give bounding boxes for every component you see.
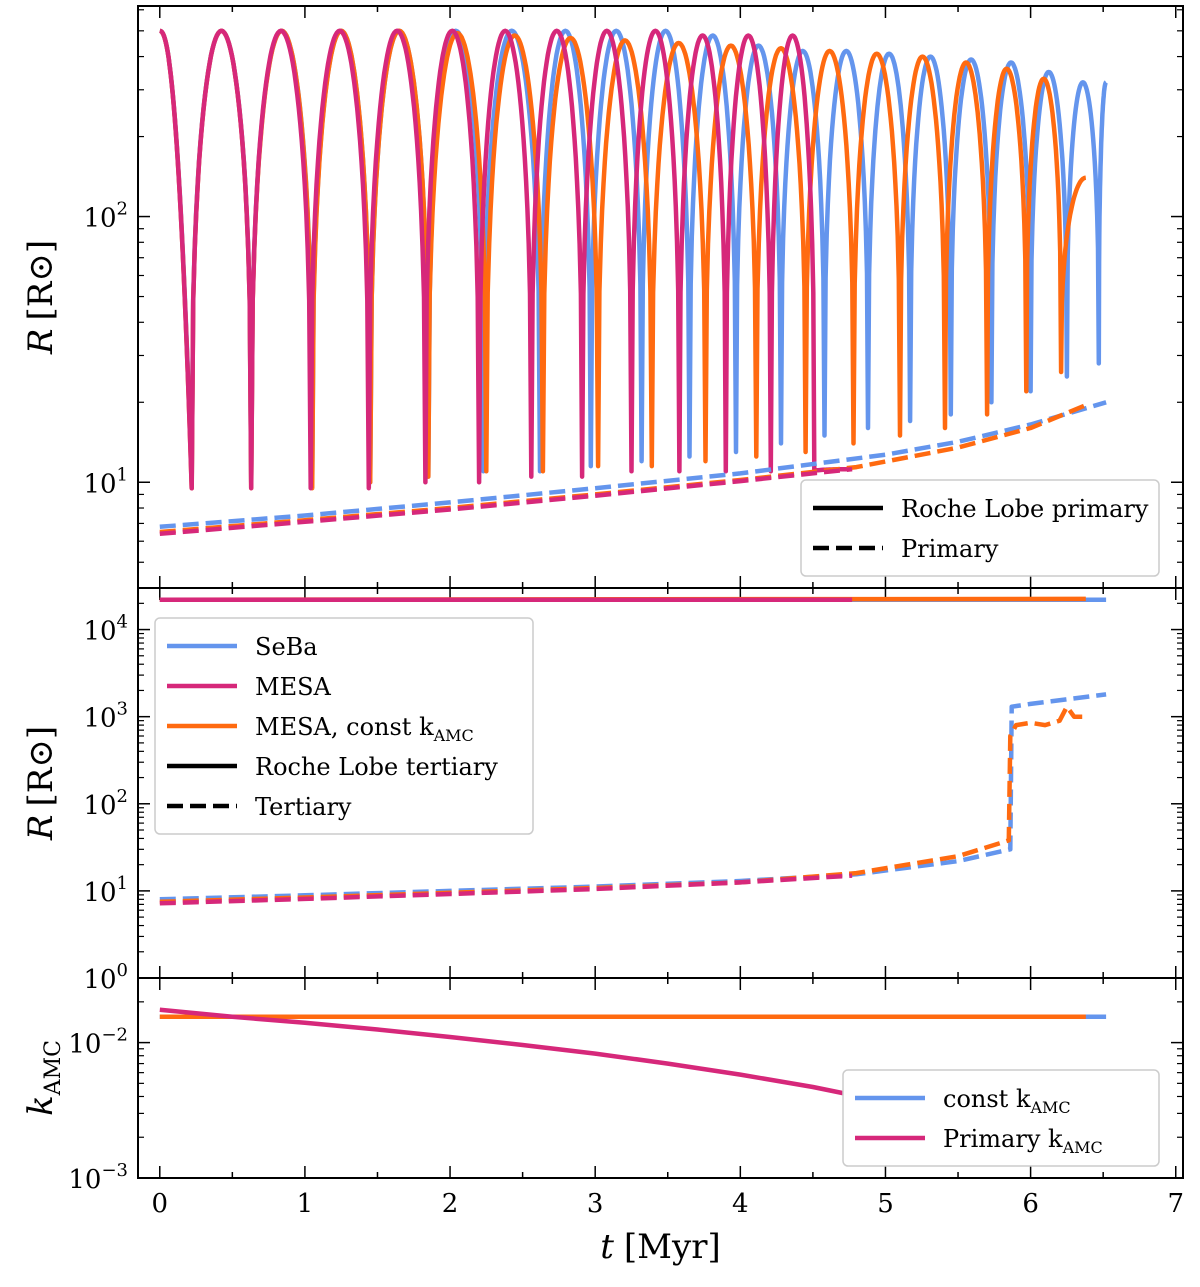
middle-legend: SeBa MESA MESA, const kAMC Roche Lobe terti… <box>154 617 534 835</box>
middle-y-tick-label: 100 <box>83 960 128 995</box>
top-legend-box <box>800 479 1160 577</box>
x-tick-label: 0 <box>151 1189 168 1219</box>
bottom-frame <box>137 977 1184 1179</box>
series-line <box>159 466 853 537</box>
x-tick-label: 6 <box>1022 1189 1039 1219</box>
x-tick-label: 5 <box>877 1189 894 1219</box>
legend-label: SeBa <box>255 633 318 661</box>
legend-label: MESA, const kAMC <box>255 713 474 745</box>
legend-label: Tertiary <box>255 793 352 821</box>
middle-series-group <box>159 596 1107 906</box>
middle-legend-box <box>154 617 534 835</box>
bottom-y-tick-label: 10−3 <box>68 1160 128 1195</box>
series-line <box>159 704 1086 905</box>
series-line <box>159 400 1107 530</box>
x-tick-labels: 0 1 2 3 4 5 6 7 <box>151 1189 1184 1219</box>
legend-label: const kAMC <box>943 1085 1071 1117</box>
bottom-legend: const kAMC Primary kAMC <box>842 1069 1160 1167</box>
x-tick-label: 4 <box>732 1189 749 1219</box>
legend-label: Roche Lobe tertiary <box>255 753 498 781</box>
x-tick-label: 3 <box>587 1189 604 1219</box>
top-y-tick-label: 101 <box>83 464 128 499</box>
legend-label: Roche Lobe primary <box>901 495 1149 523</box>
series-line <box>159 873 853 906</box>
middle-y-tick-label: 102 <box>83 786 128 821</box>
series-line <box>158 28 854 491</box>
x-tick-label: 1 <box>297 1189 314 1219</box>
bottom-series-group <box>159 1007 1107 1098</box>
x-tick-label: 7 <box>1167 1189 1184 1219</box>
top-legend: Roche Lobe primary Primary <box>800 479 1160 577</box>
legend-label: Primary kAMC <box>943 1125 1103 1157</box>
x-axis-title: t [Myr] <box>600 1227 720 1267</box>
top-x-ticks <box>159 6 1177 588</box>
legend-label: Primary <box>901 535 999 563</box>
x-tick-label: 2 <box>442 1189 459 1219</box>
bottom-y-tick-label: 10−2 <box>68 1025 128 1060</box>
panel-middle: 100 101 102 103 104 R[R⊙] SeBa MESA MESA, const … <box>21 587 1184 995</box>
top-y-tick-label: 102 <box>83 199 128 234</box>
bottom-y-axis-title: kAMC <box>21 1040 66 1116</box>
series-line <box>159 1007 853 1098</box>
middle-y-tick-label: 104 <box>83 612 128 647</box>
bottom-legend-box <box>842 1069 1160 1167</box>
middle-y-axis-title: R[R⊙] <box>21 726 61 841</box>
panel-top: 101 102 R[R⊙] Roche Lobe primary Primary <box>21 5 1184 589</box>
middle-y-ticks: 100 101 102 103 104 <box>83 612 1183 995</box>
top-series-group <box>158 28 1109 537</box>
legend-label: MESA <box>255 673 332 701</box>
top-y-axis-title: R[R⊙] <box>21 240 61 355</box>
middle-y-tick-label: 101 <box>83 873 128 908</box>
middle-y-tick-label: 103 <box>83 699 128 734</box>
top-y-ticks: 101 102 <box>83 199 1183 499</box>
